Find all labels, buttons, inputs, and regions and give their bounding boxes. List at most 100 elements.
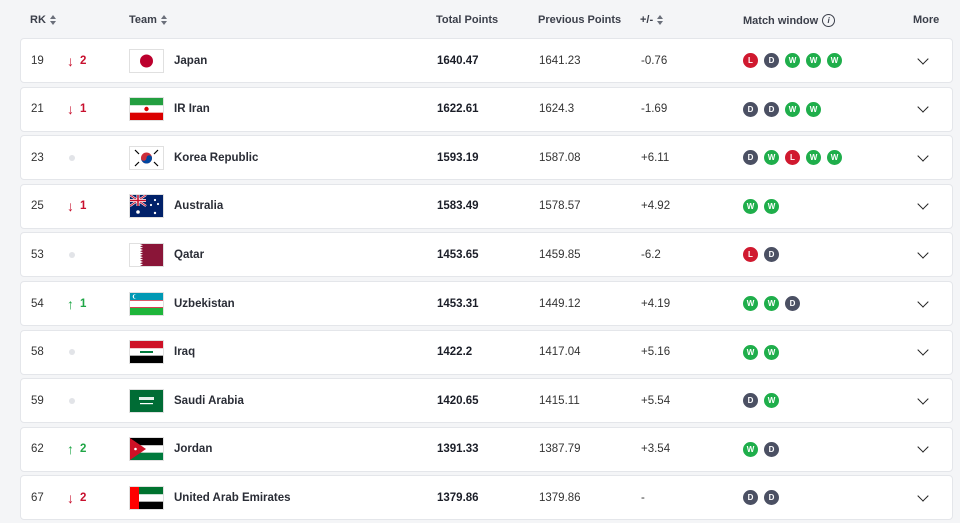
sort-icon[interactable] [160, 15, 168, 25]
team-name[interactable]: IR Iran [174, 103, 210, 116]
match-result-badge[interactable]: W [827, 150, 842, 166]
previous-points: 1449.12 [539, 297, 581, 310]
sort-icon[interactable] [49, 15, 57, 25]
match-result-badge[interactable]: W [764, 393, 779, 409]
chevron-down-icon [917, 344, 929, 356]
expand-button[interactable] [917, 476, 929, 519]
match-result-badge[interactable]: D [785, 296, 800, 311]
expand-button[interactable] [917, 88, 929, 131]
team-name[interactable]: Uzbekistan [174, 297, 235, 310]
match-result-badge[interactable]: D [743, 393, 758, 409]
match-result-badge[interactable]: D [764, 441, 779, 457]
flag-icon [130, 331, 163, 374]
expand-button[interactable] [917, 39, 929, 82]
team-name[interactable]: Qatar [174, 248, 205, 261]
match-result-badge[interactable]: W [827, 53, 842, 68]
match-result-badge[interactable]: D [764, 53, 779, 68]
team-name[interactable]: Korea Republic [174, 151, 259, 164]
match-result-badge[interactable]: W [764, 296, 779, 311]
team-name[interactable]: Australia [174, 200, 224, 213]
match-result-badge[interactable]: L [743, 53, 758, 68]
points-diff: +6.11 [641, 151, 670, 164]
rank-change-value: 1 [80, 297, 87, 310]
match-result-badge[interactable]: W [743, 198, 758, 214]
rk-column-header[interactable]: RK [30, 14, 57, 26]
match-result-badge[interactable]: W [743, 441, 758, 457]
previous-points: 1415.11 [539, 394, 580, 407]
match-result-badge[interactable]: L [743, 247, 758, 263]
match-result-badge[interactable]: W [743, 296, 758, 311]
total-points: 1593.19 [437, 151, 479, 164]
previous-points: 1387.79 [539, 443, 581, 456]
expand-button[interactable] [917, 331, 929, 374]
expand-button[interactable] [917, 282, 929, 325]
diff-column-header[interactable]: +/- [640, 14, 664, 26]
table-row[interactable]: 25 ↓ 1 Australia 1583.49 1578.57 +4.92 W… [20, 183, 953, 229]
match-result-badge[interactable]: D [764, 490, 779, 506]
team-name[interactable]: Japan [174, 54, 208, 67]
team-name[interactable]: Jordan [174, 443, 213, 456]
points-diff: +4.19 [641, 297, 671, 310]
match-result-badge[interactable]: D [743, 150, 758, 166]
match-result-badge[interactable]: W [806, 150, 821, 166]
flag-icon [130, 428, 163, 471]
expand-button[interactable] [917, 428, 929, 471]
points-diff: +3.54 [641, 443, 671, 456]
rank: 25 [31, 200, 44, 213]
rank-change: ↑ 2 [67, 428, 86, 471]
chevron-down-icon [917, 441, 929, 453]
match-window-column-header: Match window i [743, 14, 836, 27]
team-name[interactable]: United Arab Emirates [174, 491, 291, 504]
team-name[interactable]: Iraq [174, 346, 196, 359]
match-result-badge[interactable]: D [743, 101, 758, 117]
match-result-badge[interactable]: W [785, 53, 800, 68]
match-result-badge[interactable]: W [764, 150, 779, 166]
expand-button[interactable] [917, 136, 929, 179]
rank-change: ↑ 1 [67, 282, 86, 325]
info-icon[interactable]: i [822, 14, 836, 27]
match-result-badge[interactable]: D [764, 247, 779, 263]
total-points-column-header: Total Points [436, 14, 499, 26]
flag-icon [130, 185, 163, 228]
flag-icon [130, 39, 163, 82]
match-result-badge[interactable]: W [785, 101, 800, 117]
table-row[interactable]: 67 ↓ 2 United Arab Emirates 1379.86 1379… [20, 475, 953, 521]
match-result-badge[interactable]: W [743, 344, 758, 360]
expand-button[interactable] [917, 185, 929, 228]
flag-icon [130, 282, 163, 325]
flag-icon [130, 233, 163, 276]
table-row[interactable]: 54 ↑ 1 Uzbekistan 1453.31 1449.12 +4.19 … [20, 281, 953, 326]
rank: 67 [31, 491, 44, 504]
match-result-badge[interactable]: W [764, 344, 779, 360]
previous-points-column-header: Previous Points [538, 14, 622, 26]
no-change-indicator [69, 331, 75, 374]
match-result-badge[interactable]: L [785, 150, 800, 166]
rank-change: ↓ 2 [67, 39, 86, 82]
match-result-badge[interactable]: W [806, 53, 821, 68]
match-result-badge[interactable]: W [764, 198, 779, 214]
no-change-indicator [69, 233, 75, 276]
points-diff: -6.2 [641, 248, 661, 261]
team-column-header[interactable]: Team [129, 14, 168, 26]
expand-button[interactable] [917, 233, 929, 276]
chevron-down-icon [917, 490, 929, 502]
arrow-down-icon: ↓ [67, 489, 74, 506]
team-name[interactable]: Saudi Arabia [174, 394, 244, 407]
arrow-down-icon: ↓ [67, 101, 74, 118]
sort-icon[interactable] [657, 15, 664, 25]
match-result-badge[interactable]: D [764, 101, 779, 117]
match-result-badge[interactable]: W [806, 101, 821, 117]
table-row[interactable]: 23 Korea Republic 1593.19 1587.08 +6.11 … [20, 135, 953, 181]
expand-button[interactable] [917, 379, 929, 422]
match-result-badge[interactable]: D [743, 490, 758, 506]
